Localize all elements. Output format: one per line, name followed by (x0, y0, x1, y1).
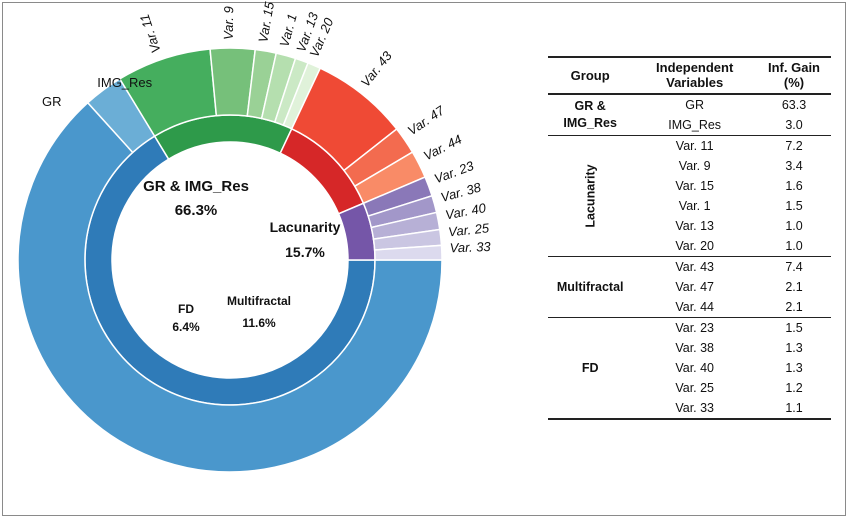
label-var-47: Var. 47 (405, 102, 448, 138)
variable-cell: Var. 23 (675, 321, 715, 335)
label-var-9: Var. 9 (221, 6, 236, 40)
table-row: Var. 13 1.0 (548, 216, 831, 236)
outer-slice-gr (17, 101, 443, 473)
gain-cell: 3.4 (785, 159, 803, 173)
header-group: Group (570, 67, 610, 83)
outer-slice-var-33 (373, 244, 443, 261)
label-gr: GR (42, 94, 62, 109)
table-row: Var. 40 1.3 (548, 358, 831, 378)
label-var-11: Var. 11 (137, 12, 164, 55)
variable-cell: Var. 38 (675, 341, 715, 355)
group-cell: FD (548, 318, 632, 420)
variable-cell: Var. 1 (678, 199, 711, 213)
gain-cell: 3.0 (785, 118, 803, 132)
table-header-row: Group Independent Variables Inf. Gain (%… (548, 57, 831, 94)
header-gain: Inf. Gain (%) (768, 60, 820, 90)
group-cell: GR & IMG_Res (548, 94, 632, 136)
gain-cell: 2.1 (785, 300, 803, 314)
group-cell: Lacunarity (548, 136, 632, 257)
group-percent-gr-img-res: 66.3% (175, 202, 218, 219)
gain-cell: 1.5 (785, 199, 803, 213)
gain-cell: 1.1 (785, 401, 803, 415)
gain-cell: 1.5 (785, 321, 803, 335)
table-row: Multifractal Var. 43 7.4 (548, 257, 831, 294)
variable-cell: Var. 40 (675, 361, 715, 375)
table-row: FD Var. 23 1.5 (548, 318, 831, 375)
label-var-44: Var. 44 (421, 132, 464, 164)
header-variables: Independent Variables (656, 60, 734, 90)
label-var-15: Var. 15 (255, 0, 277, 44)
information-gain-table: Group Independent Variables Inf. Gain (%… (548, 56, 831, 420)
gain-cell: 1.0 (785, 239, 803, 253)
variable-cell: Var. 25 (675, 381, 715, 395)
group-label: Lacunarity (583, 164, 598, 228)
table-row: Var. 9 3.4 (548, 156, 831, 176)
group-label: FD (581, 361, 599, 375)
table-row: Var. 1 1.5 (548, 196, 831, 216)
variable-cell: Var. 20 (675, 239, 715, 253)
gain-cell: 1.3 (785, 341, 803, 355)
gain-cell: 1.2 (785, 381, 803, 395)
group-percent-fd: 6.4% (172, 320, 200, 334)
table-row: GR & IMG_Res GR 63.3 (548, 94, 831, 130)
gain-cell: 1.6 (785, 179, 803, 193)
gain-cell: 63.3 (781, 98, 807, 112)
table-row: Var. 25 1.2 (548, 378, 831, 398)
variable-cell: Var. 9 (678, 159, 711, 173)
variable-cell: Var. 47 (675, 280, 715, 294)
variable-cell: IMG_Res (668, 118, 722, 132)
table-row: Var. 38 1.3 (548, 338, 831, 358)
table-row: Var. 20 1.0 (548, 236, 831, 257)
table-row: Var. 47 2.1 (548, 277, 831, 297)
group-label-gr-img-res: GR & IMG_Res (143, 178, 249, 195)
variable-cell: Var. 44 (675, 300, 715, 314)
group-label: GR & IMG_Res (563, 99, 617, 130)
group-percent-lacunarity: 15.7% (285, 244, 325, 260)
table-row: Var. 15 1.6 (548, 176, 831, 196)
variable-cell: Var. 15 (675, 179, 715, 193)
gain-cell: 1.3 (785, 361, 803, 375)
table-row: IMG_Res 3.0 (548, 115, 831, 136)
group-label-lacunarity: Lacunarity (270, 219, 341, 235)
outer-ring (17, 47, 443, 473)
group-label-fd: FD (178, 302, 194, 316)
table-row: Var. 44 2.1 (548, 297, 831, 318)
gain-cell: 2.1 (785, 280, 803, 294)
group-label: Multifractal (556, 280, 624, 294)
group-percent-multifractal: 11.6% (242, 316, 276, 330)
variable-cell: GR (685, 98, 705, 112)
variable-cell: Var. 33 (675, 401, 715, 415)
variable-cell: Var. 13 (675, 219, 715, 233)
table-row: Lacunarity Var. 11 7.2 (548, 136, 831, 228)
table-row: Var. 33 1.1 (548, 398, 831, 419)
inner-ring (84, 114, 376, 406)
gain-cell: 1.0 (785, 219, 803, 233)
group-cell: Multifractal (548, 257, 632, 318)
variable-cell: Var. 11 (675, 139, 714, 153)
label-img-res: IMG_Res (97, 75, 152, 90)
gain-cell: 7.2 (785, 139, 803, 153)
variable-cell: Var. 43 (675, 260, 715, 274)
label-var-43: Var. 43 (358, 48, 396, 90)
label-var-33: Var. 33 (449, 239, 491, 255)
group-label-multifractal: Multifractal (227, 294, 291, 308)
label-var-25: Var. 25 (447, 220, 490, 239)
label-var-40: Var. 40 (444, 200, 488, 222)
gain-cell: 7.4 (785, 260, 803, 274)
